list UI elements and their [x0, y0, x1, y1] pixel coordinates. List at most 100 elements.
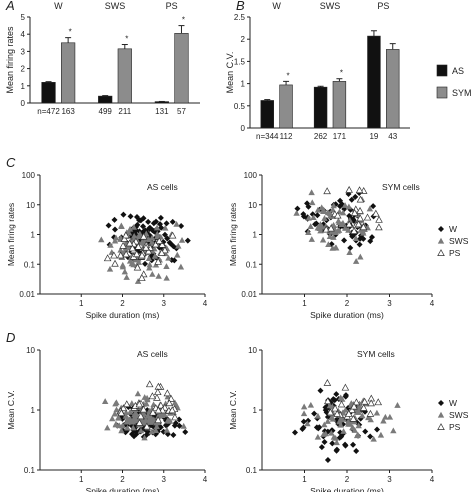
x-tick-label: 1	[302, 299, 307, 308]
y-tick-label: 100	[22, 171, 36, 180]
point-ps	[139, 232, 148, 240]
point-ps	[360, 397, 369, 405]
point-sws	[382, 413, 389, 420]
bar-as	[367, 35, 381, 129]
legend-label-sym: SYM	[452, 88, 472, 98]
scatter-title: SYM cells	[357, 349, 395, 359]
point-sws	[153, 423, 160, 430]
x-axis-label: Spike duration (ms)	[310, 310, 384, 320]
point-ps	[354, 220, 363, 228]
x-axis-label: Spike duration (ms)	[86, 310, 160, 320]
point-ps	[350, 209, 359, 216]
y-tick-label: 2.5	[234, 13, 246, 22]
y-tick-label: 0	[21, 99, 26, 108]
point-sws	[333, 439, 340, 446]
legend-marker-w	[438, 400, 444, 406]
point-w	[312, 221, 319, 228]
point-sws	[175, 242, 182, 249]
point-sws	[365, 414, 372, 421]
bar-sym	[279, 84, 293, 129]
point-ps	[128, 244, 137, 252]
point-sws	[146, 264, 153, 271]
point-w	[170, 432, 177, 439]
point-ps	[350, 402, 358, 410]
point-ps	[135, 400, 144, 408]
point-ps	[161, 246, 169, 254]
point-w	[152, 218, 159, 225]
point-ps	[356, 206, 364, 214]
point-ps	[111, 259, 119, 267]
point-sws	[377, 431, 385, 438]
point-sws	[349, 424, 357, 431]
point-ps	[138, 274, 146, 281]
legend-label-as: AS	[452, 66, 464, 76]
point-ps	[149, 408, 157, 416]
y-axis-label: Mean firing rates	[5, 26, 15, 94]
point-sws	[352, 235, 360, 241]
point-ps	[327, 224, 335, 232]
point-ps	[155, 237, 164, 244]
point-sws	[332, 434, 339, 441]
group-label: SWS	[320, 1, 341, 11]
point-w	[291, 429, 298, 436]
point-ps	[326, 408, 335, 416]
point-sws	[359, 412, 366, 419]
group-label: PS	[166, 1, 178, 11]
x-tick-label: 3	[387, 299, 392, 308]
x-tick-label: 2	[345, 475, 350, 484]
point-ps	[153, 388, 162, 396]
scatter-chart-c-as	[37, 174, 206, 297]
point-w	[105, 222, 112, 229]
point-w	[342, 441, 349, 448]
point-ps	[350, 227, 358, 234]
point-sws	[357, 253, 364, 260]
point-sws	[308, 189, 315, 196]
n-label: 499	[99, 107, 113, 116]
point-sws	[180, 422, 187, 429]
point-w	[134, 221, 141, 228]
point-ps	[132, 250, 141, 258]
n-label: 262	[314, 132, 328, 141]
legend-marker-ps	[437, 423, 445, 430]
point-sws	[118, 222, 125, 229]
point-sws	[154, 413, 162, 420]
point-sws	[380, 417, 387, 424]
point-ps	[337, 400, 346, 408]
point-ps	[103, 254, 112, 262]
y-tick-label: 1	[31, 406, 36, 415]
point-ps	[136, 412, 145, 420]
point-ps	[143, 422, 151, 430]
point-sws	[394, 402, 401, 408]
point-w	[164, 431, 171, 438]
x-tick-label: 4	[203, 299, 208, 308]
point-sws	[310, 214, 317, 220]
point-sws	[164, 417, 172, 424]
point-ps	[158, 240, 167, 248]
point-sws	[112, 420, 120, 427]
y-tick-label: 10	[26, 346, 35, 355]
point-ps	[344, 409, 353, 417]
point-ps	[119, 241, 127, 249]
point-w	[322, 407, 329, 414]
point-w	[321, 439, 328, 446]
point-sws	[355, 422, 362, 429]
point-sws	[335, 219, 343, 226]
point-sws	[130, 261, 137, 268]
y-tick-label: 1	[241, 80, 246, 89]
point-w	[140, 223, 147, 230]
point-sws	[115, 414, 122, 421]
point-sws	[127, 417, 134, 424]
legend-marker-sws	[437, 237, 445, 244]
bar-as	[41, 82, 56, 104]
point-sws	[390, 427, 397, 434]
point-sws	[335, 227, 343, 233]
point-sws	[104, 424, 111, 431]
point-sws	[300, 410, 308, 417]
y-tick-label: 2	[241, 35, 246, 44]
legend-label-ps: PS	[449, 422, 461, 432]
point-sws	[330, 234, 337, 240]
y-tick-label: 1.5	[234, 57, 246, 66]
point-sws	[324, 209, 332, 216]
legend-label-sws: SWS	[449, 410, 469, 420]
point-w	[120, 211, 127, 218]
